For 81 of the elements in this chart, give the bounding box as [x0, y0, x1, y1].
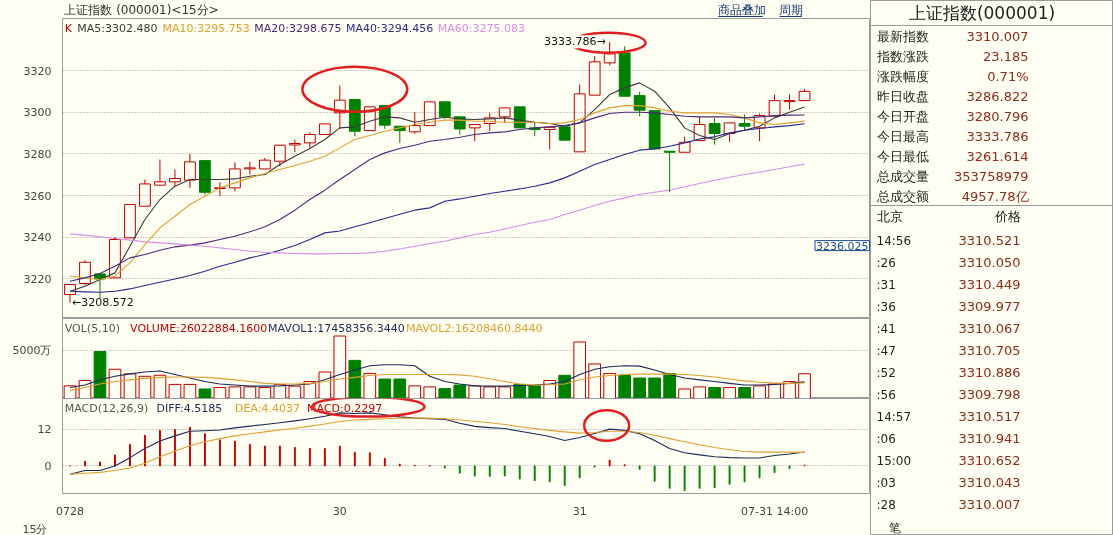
annotation: 3333.786→: [543, 35, 606, 49]
text: 涨跌幅度: [876, 69, 929, 84]
y-tick-label: 3280: [23, 147, 52, 161]
text: 价格: [993, 209, 1021, 224]
text: :41: [876, 321, 896, 336]
text: 3310.517: [958, 409, 1021, 424]
text: 今日最高: [876, 129, 929, 144]
annotation: ←3208.572: [72, 296, 134, 310]
text: 总成交额: [875, 189, 929, 204]
y-tick-label: 12: [37, 423, 52, 437]
text: 3310.652: [958, 453, 1021, 468]
text: MA5:3302.480: [77, 21, 158, 35]
text: 353758979: [954, 169, 1029, 184]
text: 3310.521: [958, 233, 1021, 248]
text: 3333.786: [966, 129, 1029, 144]
chart-title: VOL(5,10): [64, 321, 120, 335]
y-tick-label: 5000万: [12, 344, 52, 358]
text: 3309.977: [958, 299, 1021, 314]
text: MA10:3295.753: [162, 21, 250, 35]
text: 3280.796: [966, 109, 1029, 124]
text: 4957.78亿: [961, 189, 1029, 204]
x-tick-label: 0728: [56, 504, 84, 518]
text: K: [64, 21, 73, 35]
text: 商品叠加: [718, 2, 767, 17]
text: 14:56: [876, 233, 912, 248]
text: VOLUME:26022884.1600: [130, 321, 268, 335]
text: 指数涨跌: [875, 49, 929, 64]
text: MA20:3298.675: [254, 21, 342, 35]
text: 今日最低: [876, 149, 929, 164]
text: :06: [876, 431, 896, 446]
x-tick-label: 07-31 14:00: [740, 504, 809, 518]
text: 北京: [876, 209, 903, 224]
text: MAVOL1:17458356.3440: [268, 321, 405, 335]
text: 14:57: [876, 409, 912, 424]
y-tick-label: 3220: [23, 272, 52, 286]
text: 3261.614: [966, 149, 1029, 164]
text: 3310.941: [958, 431, 1021, 446]
y-tick-label: 3320: [23, 64, 52, 78]
text: 今日开盘: [876, 109, 929, 124]
text: :26: [876, 255, 896, 270]
text: 周期: [779, 2, 804, 17]
text: 昨日收盘: [876, 89, 929, 104]
text: MA60:3275.083: [437, 21, 525, 35]
y-tick-label: 3240: [23, 231, 52, 245]
chart-title: MACD(12,26,9): [64, 401, 149, 415]
text: :56: [876, 387, 896, 402]
text: MAVOL2:16208460.8440: [405, 321, 543, 335]
series-label: DEA:4.4037: [235, 401, 300, 415]
chart-title: 上证指数 (000001)<15分>: [64, 2, 219, 17]
text: 3310.705: [958, 343, 1021, 358]
text: :36: [876, 299, 896, 314]
text: 3286.822: [966, 89, 1029, 104]
text: 3309.798: [958, 387, 1021, 402]
text: 3310.043: [958, 475, 1021, 490]
x-tick-label: 30: [332, 504, 347, 518]
text: 总成交量: [875, 169, 929, 184]
y-tick-label: 3260: [23, 189, 52, 203]
text: 上证指数(000001): [908, 2, 1056, 23]
text: :28: [876, 497, 896, 512]
x-tick-label: 31: [572, 504, 587, 518]
text: :47: [876, 343, 896, 358]
y-tick-label: 3300: [23, 106, 52, 120]
text: 最新指数: [876, 29, 929, 44]
y-tick-label: 0: [44, 459, 52, 473]
text: 3310.050: [958, 255, 1021, 270]
text: 3310.886: [958, 365, 1021, 380]
text: :52: [876, 365, 896, 380]
text: 15:00: [876, 453, 912, 468]
text: :03: [876, 475, 896, 490]
text: 23.185: [983, 49, 1029, 64]
series-label: DIFF:4.5185: [156, 401, 223, 415]
text: :31: [876, 277, 896, 292]
text: 3310.449: [958, 277, 1021, 292]
text: 3236.025: [816, 239, 869, 253]
text: 3310.007: [966, 29, 1029, 44]
text: 3310.007: [958, 497, 1021, 512]
text: 3310.067: [958, 321, 1021, 336]
x-axis-title: 15分: [22, 522, 48, 535]
text: 0.71%: [987, 69, 1029, 84]
text: 笔: [888, 520, 901, 535]
text: MA40:3294.456: [345, 21, 434, 35]
